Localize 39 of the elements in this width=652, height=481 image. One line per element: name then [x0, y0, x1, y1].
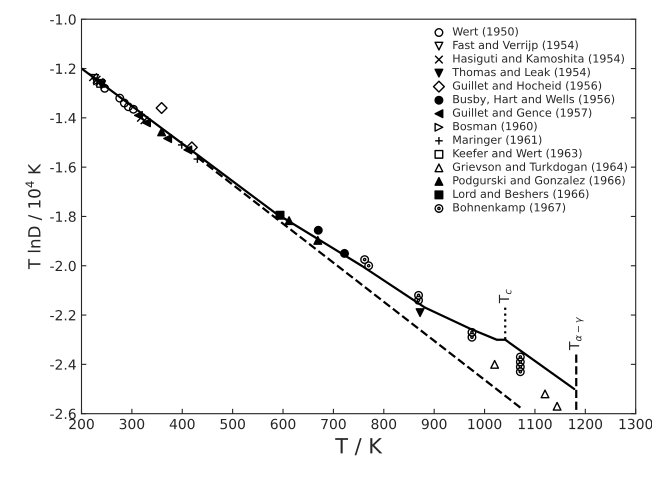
legend-label: Podgurski and Gonzalez (1966) [453, 176, 625, 187]
y-tick-label: -1.0 [50, 14, 76, 25]
y-tick-label: -1.2 [50, 64, 76, 74]
x-tick-label: 400 [170, 418, 195, 430]
legend-label: Maringer (1961) [453, 135, 542, 146]
x-tick-label: 1300 [620, 418, 652, 430]
y-tick-label: -2.0 [50, 260, 76, 272]
x-tick-label: 1000 [468, 418, 502, 430]
y-tick-label: -2.4 [50, 359, 76, 370]
legend-label: Guillet and Hocheid (1956) [452, 81, 602, 92]
legend-label: Guillet and Gence (1957) [452, 108, 592, 118]
annotation: T$_{c}$ [498, 289, 512, 304]
legend-label: Grievson and Turkdogan (1964) [452, 162, 627, 174]
y-tick-label: -1.8 [50, 211, 76, 222]
x-tick-label: 700 [321, 418, 346, 430]
y-axis-title: T lnD / 10$^{4}$ K [26, 164, 42, 270]
legend-label: Thomas and Leak (1954) [452, 68, 590, 78]
legend-label: Bosman (1960) [453, 122, 537, 132]
x-tick-label: 800 [371, 418, 396, 430]
annotation: T$_{α−γ}$ [569, 316, 584, 350]
x-axis-title: T / K [335, 438, 382, 456]
y-tick-label: -2.6 [50, 408, 76, 420]
x-tick-label: 1100 [518, 418, 552, 430]
y-tick-label: -2.2 [50, 310, 76, 320]
legend-label: Bohnenkamp (1967) [453, 202, 566, 214]
y-tick-label: -1.6 [50, 162, 76, 173]
legend-label: Lord and Beshers (1966) [453, 189, 588, 200]
legend-label: Fast and Verrijp (1954) [453, 40, 578, 52]
legend-label: Keefer and Wert (1963) [453, 148, 582, 159]
x-tick-label: 900 [422, 418, 447, 430]
x-tick-label: 1200 [569, 418, 602, 430]
x-tick-label: 300 [120, 418, 144, 430]
x-tick-label: 200 [69, 418, 94, 430]
legend-label: Busby, Hart and Wells (1956) [453, 94, 614, 106]
y-tick-label: -1.4 [50, 112, 76, 124]
legend-label: Wert (1950) [452, 27, 518, 37]
legend-label: Hasiguti and Kamoshita (1954) [453, 54, 624, 65]
x-tick-label: 600 [270, 418, 296, 430]
x-tick-label: 500 [220, 418, 245, 430]
